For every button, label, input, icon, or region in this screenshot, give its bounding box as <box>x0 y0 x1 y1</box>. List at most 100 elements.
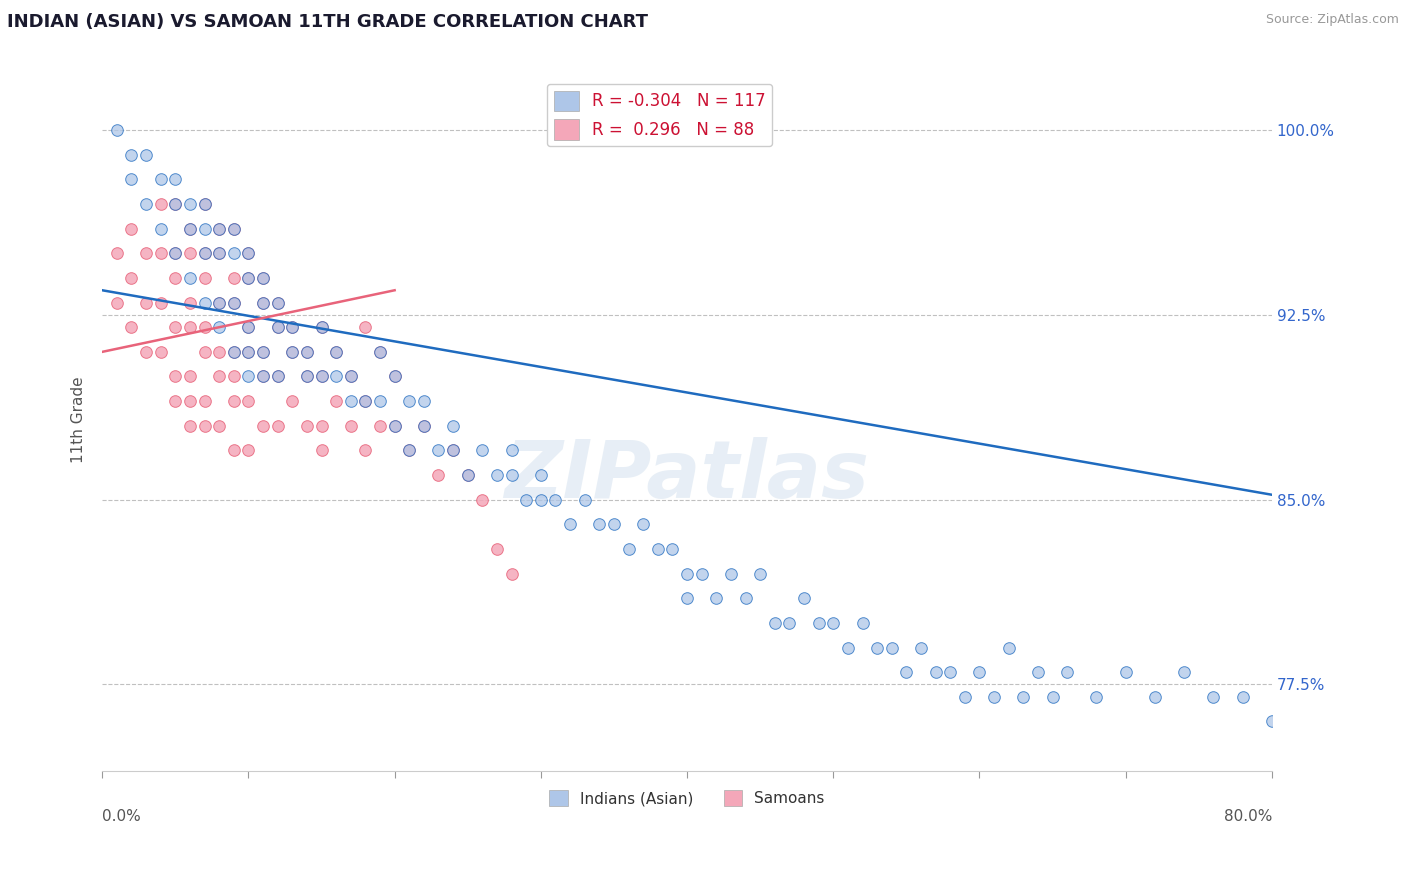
Point <box>704 591 727 606</box>
Point <box>238 271 260 285</box>
Point <box>193 320 215 334</box>
Point <box>165 197 187 211</box>
Point <box>647 541 669 556</box>
Point <box>427 443 450 458</box>
Point <box>193 246 215 260</box>
Point <box>179 246 201 260</box>
Point <box>193 197 215 211</box>
Point <box>208 221 231 235</box>
Point <box>179 221 201 235</box>
Point <box>325 344 347 359</box>
Point <box>266 295 288 310</box>
Point <box>471 492 494 507</box>
Point <box>354 320 377 334</box>
Point <box>222 221 245 235</box>
Point <box>238 344 260 359</box>
Point <box>165 271 187 285</box>
Point <box>149 197 172 211</box>
Point <box>311 369 333 384</box>
Point <box>325 369 347 384</box>
Point <box>1115 665 1137 680</box>
Point <box>222 295 245 310</box>
Point <box>311 320 333 334</box>
Point <box>252 344 274 359</box>
Point <box>252 369 274 384</box>
Point <box>311 418 333 433</box>
Point <box>1026 665 1049 680</box>
Point <box>617 541 640 556</box>
Point <box>1232 690 1254 704</box>
Point <box>295 369 318 384</box>
Point <box>252 271 274 285</box>
Point <box>149 246 172 260</box>
Point <box>631 517 654 532</box>
Point <box>179 295 201 310</box>
Point <box>105 295 128 310</box>
Point <box>953 690 976 704</box>
Point <box>179 369 201 384</box>
Point <box>208 221 231 235</box>
Point <box>295 369 318 384</box>
Point <box>969 665 991 680</box>
Point <box>193 418 215 433</box>
Text: INDIAN (ASIAN) VS SAMOAN 11TH GRADE CORRELATION CHART: INDIAN (ASIAN) VS SAMOAN 11TH GRADE CORR… <box>7 13 648 31</box>
Point <box>179 197 201 211</box>
Point <box>325 394 347 409</box>
Point <box>588 517 610 532</box>
Point <box>266 320 288 334</box>
Point <box>457 468 479 483</box>
Point <box>1056 665 1078 680</box>
Point <box>851 615 873 630</box>
Point <box>1378 517 1400 532</box>
Point <box>149 295 172 310</box>
Point <box>252 295 274 310</box>
Point <box>939 665 962 680</box>
Point <box>238 320 260 334</box>
Point <box>501 443 523 458</box>
Point <box>398 394 420 409</box>
Point <box>222 443 245 458</box>
Point <box>485 468 508 483</box>
Point <box>412 418 434 433</box>
Point <box>501 566 523 581</box>
Point <box>193 394 215 409</box>
Point <box>135 295 157 310</box>
Legend: Indians (Asian), Samoans: Indians (Asian), Samoans <box>543 784 831 813</box>
Point <box>238 271 260 285</box>
Text: ZIPatlas: ZIPatlas <box>505 437 869 515</box>
Point <box>208 246 231 260</box>
Point <box>793 591 815 606</box>
Point <box>208 344 231 359</box>
Point <box>910 640 932 655</box>
Point <box>281 394 304 409</box>
Point <box>1173 665 1195 680</box>
Point <box>252 418 274 433</box>
Point <box>252 344 274 359</box>
Point <box>193 221 215 235</box>
Point <box>149 172 172 186</box>
Point <box>193 271 215 285</box>
Point <box>281 344 304 359</box>
Point <box>544 492 567 507</box>
Point <box>222 394 245 409</box>
Point <box>266 369 288 384</box>
Point <box>266 320 288 334</box>
Point <box>997 640 1019 655</box>
Point <box>398 443 420 458</box>
Point <box>295 344 318 359</box>
Point <box>749 566 772 581</box>
Point <box>281 320 304 334</box>
Point <box>1319 468 1341 483</box>
Point <box>823 615 845 630</box>
Point <box>896 665 918 680</box>
Point <box>266 369 288 384</box>
Point <box>384 369 406 384</box>
Point <box>281 320 304 334</box>
Point <box>105 246 128 260</box>
Point <box>1012 690 1035 704</box>
Point <box>238 369 260 384</box>
Point <box>165 394 187 409</box>
Point <box>339 394 361 409</box>
Point <box>238 320 260 334</box>
Point <box>165 246 187 260</box>
